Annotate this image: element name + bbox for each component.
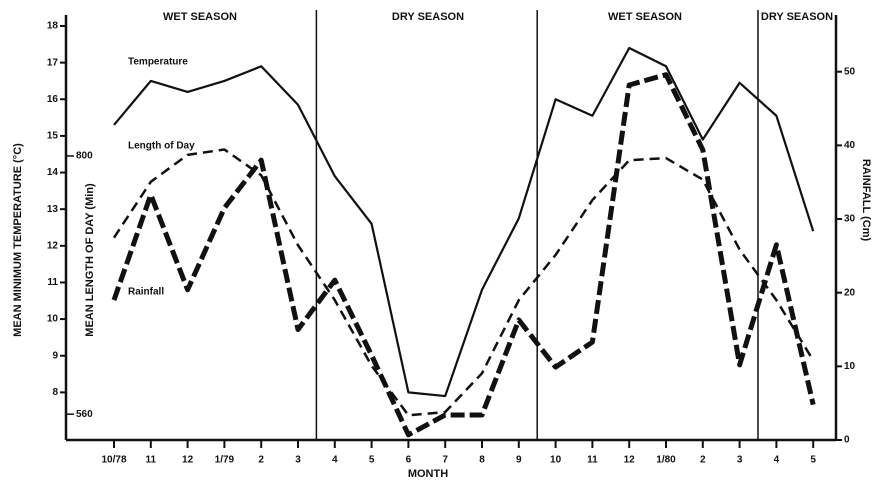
y2-axis-label: RAINFALL (Cm)	[860, 159, 872, 242]
y-tick-label: 9	[52, 350, 58, 361]
x-tick-label: 11	[587, 455, 598, 466]
x-tick-label: 1/80	[656, 455, 676, 466]
season-label: WET SEASON	[163, 11, 237, 23]
x-tick-label: 4	[332, 455, 338, 466]
season-label: WET SEASON	[608, 11, 682, 23]
y-tick-label: 16	[47, 94, 59, 105]
x-tick-label: 3	[295, 455, 301, 466]
x-tick-label: 6	[406, 455, 412, 466]
y2-tick-label: 40	[844, 140, 856, 151]
series-label: Temperature	[128, 57, 188, 68]
y2-tick-label: 0	[844, 435, 850, 446]
series-label: Rainfall	[128, 287, 164, 298]
y-tick-label: 8	[52, 387, 58, 398]
x-tick-label: 1/79	[215, 455, 235, 466]
y-tick-label: 13	[47, 204, 59, 215]
y-tick-label: 15	[47, 131, 59, 142]
y3-tick-label: 800	[76, 151, 93, 162]
x-tick-label: 2	[258, 455, 264, 466]
x-axis-label: MONTH	[408, 468, 448, 480]
y2-tick-label: 50	[844, 66, 856, 77]
y-tick-label: 12	[47, 240, 59, 251]
x-tick-label: 5	[810, 455, 816, 466]
x-tick-label: 11	[146, 455, 157, 466]
x-tick-label: 3	[737, 455, 743, 466]
x-tick-label: 12	[624, 455, 636, 466]
x-tick-label: 4	[774, 455, 780, 466]
x-tick-label: 12	[182, 455, 194, 466]
x-tick-label: 9	[516, 455, 522, 466]
y2-tick-label: 10	[844, 361, 856, 372]
y3-axis-label: MEAN LENGTH OF DAY (Min)	[84, 183, 96, 337]
y-tick-label: 18	[47, 21, 59, 32]
y2-tick-label: 20	[844, 287, 856, 298]
x-tick-label: 10	[550, 455, 562, 466]
x-tick-label: 5	[369, 455, 375, 466]
season-label: DRY SEASON	[392, 11, 464, 23]
y-tick-label: 17	[47, 57, 59, 68]
series-line	[112, 148, 815, 417]
series-label: Length of Day	[128, 141, 195, 152]
y-tick-label: 10	[47, 314, 59, 325]
x-tick-label: 2	[700, 455, 706, 466]
y3-tick-label: 560	[76, 409, 93, 420]
y2-tick-label: 30	[844, 214, 856, 225]
x-tick-label: 7	[442, 455, 448, 466]
season-label: DRY SEASON	[761, 11, 833, 23]
y-axis-label: MEAN MINIMUM TEMPERATURE (°C)	[12, 143, 24, 337]
y-tick-label: 14	[47, 167, 59, 178]
series-line	[113, 46, 815, 398]
y-tick-label: 11	[47, 277, 58, 288]
x-tick-label: 8	[479, 455, 485, 466]
x-tick-label: 10/78	[101, 455, 126, 466]
series-line	[111, 72, 816, 438]
